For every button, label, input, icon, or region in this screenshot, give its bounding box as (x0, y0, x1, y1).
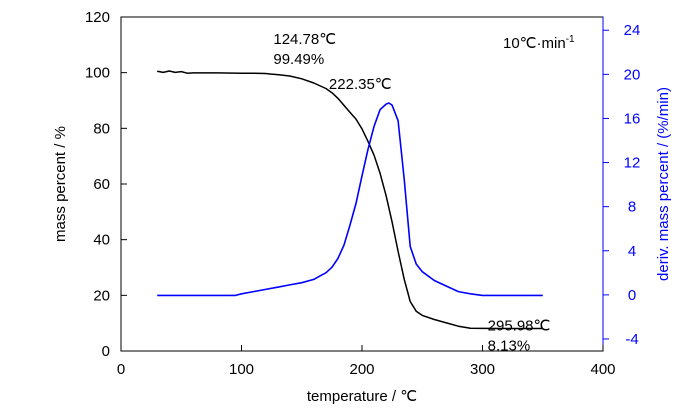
right-y-tick-label: 20 (624, 66, 641, 83)
left-y-axis-ticks: 0 20 40 60 80 100 120 (85, 9, 127, 360)
x-tick-label: 300 (470, 361, 495, 378)
series-layer (157, 70, 543, 330)
right-y-tick-label: 12 (624, 155, 641, 172)
mass-percent-curve (157, 70, 543, 330)
annotation-line: 99.49% (273, 51, 324, 68)
annotation-label: 124.78℃ 99.49% (273, 31, 336, 68)
x-tick-label: 200 (349, 361, 374, 378)
annotation-line: 8.13% (488, 337, 531, 354)
plot-area-border (120, 16, 604, 352)
right-y-tick-label: 16 (624, 110, 641, 127)
left-y-tick-label: 100 (85, 65, 110, 82)
annotation-line: 222.35℃ (329, 76, 392, 93)
right-y-axis-ticks: -4 0 4 8 12 16 20 24 (603, 22, 640, 348)
right-y-tick-label: 8 (628, 199, 636, 216)
left-y-tick-label: 20 (93, 287, 110, 304)
right-y-tick-label: 4 (628, 243, 636, 260)
x-axis-ticks: 0 100 200 300 400 (117, 345, 616, 378)
plot-frame (120, 16, 604, 352)
right-y-axis-label: deriv. mass percent / (%/min) (655, 87, 672, 281)
x-tick-label: 100 (229, 361, 254, 378)
left-y-tick-label: 120 (85, 9, 110, 26)
right-y-tick-label: -4 (625, 331, 638, 348)
annotation-label: 222.35℃ (329, 76, 392, 93)
x-axis-label: temperature / ℃ (307, 388, 417, 405)
right-y-tick-label: 24 (624, 22, 641, 39)
left-y-tick-label: 60 (93, 176, 110, 193)
annotation-line: 124.78℃ (273, 31, 336, 48)
heating-rate-text: 10℃·min (503, 35, 566, 52)
x-tick-label: 0 (117, 361, 125, 378)
left-y-axis-label: mass percent / % (52, 126, 69, 242)
left-y-tick-label: 0 (102, 343, 110, 360)
heating-rate-label: 10℃·min-1 (503, 34, 575, 52)
annotation-line: 295.98℃ (488, 317, 551, 334)
right-y-tick-label: 0 (628, 287, 636, 304)
left-y-tick-label: 80 (93, 120, 110, 137)
annotation-label: 295.98℃ 8.13% (488, 317, 551, 354)
left-y-tick-label: 40 (93, 232, 110, 249)
x-tick-label: 400 (590, 361, 615, 378)
annotation-layer: 124.78℃ 99.49% 222.35℃ 295.98℃ 8.13% (273, 31, 550, 354)
heating-rate-exponent: -1 (566, 34, 575, 45)
deriv-mass-curve (157, 102, 543, 297)
